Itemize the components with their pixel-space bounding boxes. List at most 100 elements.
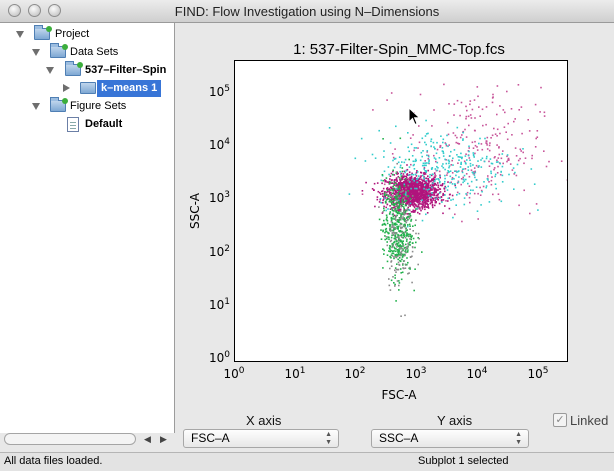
scatter-point: [393, 226, 396, 229]
scatter-point: [417, 187, 419, 189]
scatter-point: [434, 201, 437, 204]
minimize-window-button[interactable]: [28, 4, 41, 17]
scatter-point: [427, 207, 430, 209]
scatter-point: [390, 172, 393, 175]
scatter-point: [416, 200, 418, 203]
scatter-point: [402, 240, 404, 242]
plot-canvas[interactable]: [234, 60, 568, 362]
scatter-point: [416, 207, 419, 210]
scatter-point: [405, 229, 408, 232]
scatter-point: [424, 189, 426, 192]
scroll-right-icon[interactable]: ▶: [160, 434, 167, 444]
scatter-point: [408, 171, 411, 173]
scatter-point: [448, 166, 450, 169]
scatter-point: [449, 175, 452, 178]
scatter-point: [390, 239, 393, 242]
tree-item-project[interactable]: Project: [0, 25, 174, 43]
scatter-point: [402, 191, 404, 194]
scatter-point: [381, 174, 384, 177]
scatter-point: [405, 249, 407, 251]
scatter-point: [408, 174, 410, 176]
scatter-point: [421, 219, 424, 222]
tree-item-default[interactable]: Default: [0, 116, 174, 133]
scatter-point: [424, 195, 427, 198]
scatter-point: [536, 130, 539, 132]
close-window-button[interactable]: [8, 4, 21, 17]
scatter-point: [437, 198, 439, 201]
disclosure-expanded-icon[interactable]: [16, 31, 24, 38]
scatter-point: [397, 220, 399, 222]
scatter-point: [446, 189, 449, 191]
scatter-point: [428, 188, 430, 190]
scatter-point: [408, 192, 410, 194]
disclosure-expanded-icon[interactable]: [46, 67, 54, 74]
scatter-point: [470, 169, 473, 171]
scatter-point: [380, 229, 382, 231]
scatter-point: [415, 241, 417, 244]
scatter-point: [435, 184, 438, 186]
scatter-point: [465, 193, 467, 195]
zoom-window-button[interactable]: [48, 4, 61, 17]
tree-item-data-sets[interactable]: Data Sets: [0, 43, 174, 61]
scatter-point: [404, 158, 407, 161]
scatter-point: [388, 200, 391, 203]
tree-item-dataset[interactable]: 537–Filter–Spin: [0, 61, 174, 79]
scatter-point: [461, 171, 464, 174]
scatter-point: [431, 184, 434, 187]
scatter-point: [465, 178, 467, 181]
scatter-point: [398, 205, 401, 207]
x-axis-select[interactable]: FSC–A ▲ ▼: [183, 429, 339, 448]
tree-item-figure-sets[interactable]: Figure Sets: [0, 97, 174, 115]
scatter-point: [394, 148, 396, 150]
scatter-point: [393, 182, 395, 185]
scatter-point: [382, 199, 384, 202]
scatter-point: [405, 182, 408, 184]
scatter-point: [437, 189, 439, 191]
disclosure-expanded-icon[interactable]: [32, 103, 40, 110]
scatter-point: [396, 255, 399, 257]
scatter-point: [392, 210, 395, 212]
scatter-point: [376, 198, 379, 201]
scatter-point: [414, 246, 416, 249]
scatter-point: [409, 184, 411, 186]
scatter-point: [444, 194, 446, 196]
tree-item-k-means[interactable]: k–means 1: [0, 80, 174, 97]
scatter-point: [422, 162, 425, 165]
scatter-point: [463, 174, 466, 177]
scatter-point: [406, 177, 408, 179]
disclosure-expanded-icon[interactable]: [32, 49, 40, 56]
scatter-point: [440, 135, 442, 137]
scatter-point: [514, 147, 517, 149]
tree-item-label: Figure Sets: [70, 100, 127, 112]
scatter-point: [406, 183, 408, 186]
scatter-point: [458, 143, 460, 145]
horizontal-scrollbar[interactable]: [4, 433, 136, 445]
scatter-point: [427, 169, 429, 172]
scroll-left-icon[interactable]: ◀: [144, 434, 151, 444]
scatter-point: [398, 282, 401, 284]
project-tree[interactable]: Project Data Sets 537–Filter–Spin k–mean…: [0, 23, 175, 445]
scatter-point: [404, 224, 406, 227]
scatter-point: [412, 134, 414, 136]
scatter-point: [408, 233, 410, 236]
scatter-point: [360, 137, 363, 140]
scatter-point: [419, 176, 422, 179]
y-axis-select[interactable]: SSC–A ▲ ▼: [371, 429, 529, 448]
scatter-point: [406, 263, 408, 266]
linked-checkbox[interactable]: ✓: [553, 413, 567, 427]
scatter-point: [410, 238, 412, 241]
scatter-point: [497, 193, 500, 195]
scatter-point: [403, 254, 406, 257]
scatter-point: [387, 236, 389, 238]
scatter-point: [426, 191, 428, 194]
scatter-point: [389, 289, 392, 291]
scatter-point: [442, 150, 444, 153]
disclosure-collapsed-icon[interactable]: [63, 84, 70, 92]
scatter-point: [496, 135, 498, 137]
scatter-point: [383, 183, 386, 186]
scatter-point: [463, 160, 466, 163]
scatter-point: [434, 168, 437, 170]
scatter-point: [381, 190, 384, 192]
scatter-point: [372, 109, 374, 111]
scatter-point: [518, 109, 520, 111]
